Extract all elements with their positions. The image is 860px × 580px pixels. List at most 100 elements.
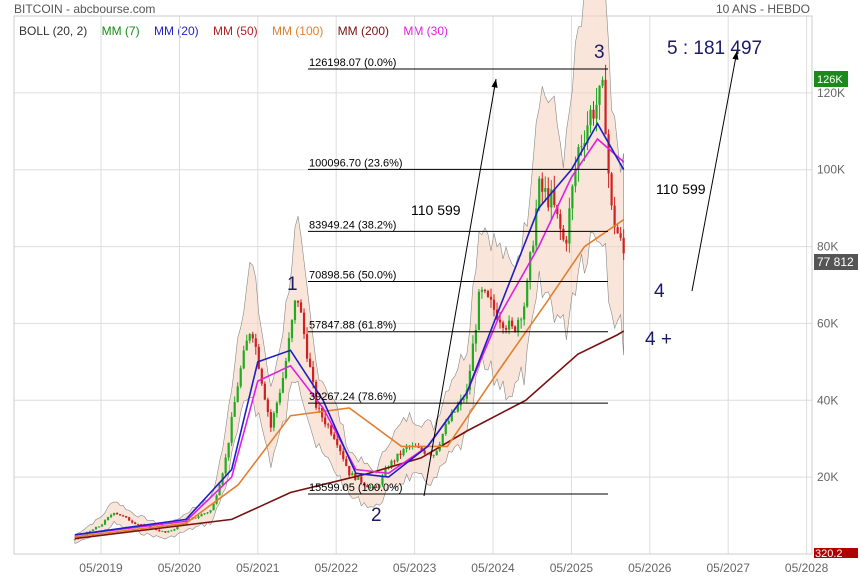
candle-body (562, 228, 565, 240)
candle-body (158, 530, 161, 532)
high-price-text: 126K (817, 74, 843, 86)
y-axis: 20K 40K 60K 80K 100K 120K (817, 86, 845, 484)
candle-body (456, 405, 459, 412)
candle-body (269, 412, 272, 428)
candle-body (348, 465, 351, 476)
y-tick-label: 40K (817, 393, 838, 407)
high-price-tag (814, 71, 848, 87)
candle-body (556, 205, 559, 215)
candle-body (212, 503, 215, 511)
candle-body (565, 239, 568, 244)
candle-body (266, 399, 269, 413)
candle-body (290, 320, 294, 339)
candle-body (227, 442, 230, 458)
fib-label: 126198.07 (0.0%) (309, 57, 396, 69)
legend-mm20[interactable]: MM (20) (153, 24, 199, 38)
x-tick-label: 05/2020 (158, 561, 202, 575)
candle-body (321, 407, 324, 418)
last-price-tag (814, 254, 858, 270)
candle-body (230, 416, 233, 443)
candle-body (254, 338, 257, 347)
candle-body (245, 340, 248, 351)
candle-body (507, 320, 511, 330)
candle-body (88, 530, 92, 533)
candle-body (619, 233, 622, 238)
x-tick-label: 05/2022 (315, 561, 359, 575)
candle-body (471, 343, 474, 371)
candle-body (598, 85, 601, 105)
candle-body (360, 476, 363, 483)
y-tick-label: 80K (817, 240, 838, 254)
candle-body (477, 291, 481, 330)
candle-body (601, 79, 604, 86)
candle-body (339, 445, 342, 452)
fib-label: 39267.24 (78.6%) (309, 391, 396, 403)
candle-body (128, 517, 131, 521)
candle-body (284, 361, 288, 379)
candle-body (450, 412, 453, 421)
candle-body (275, 402, 278, 414)
candle-body (287, 338, 291, 362)
candle-body (351, 473, 354, 476)
candle-body (248, 334, 251, 341)
candle-body (363, 482, 366, 486)
candle-body (131, 520, 134, 523)
candle-body (194, 517, 197, 519)
wave-1-label: 1 (287, 274, 298, 295)
candle-body (103, 520, 107, 525)
legend-boll[interactable]: BOLL (20, 2) (19, 24, 88, 38)
candle-body (369, 486, 372, 488)
candle-body (170, 530, 173, 532)
candle-body (375, 487, 378, 489)
candle-body (357, 476, 360, 480)
bottom-price-tag (814, 548, 858, 558)
x-tick-label: 05/2021 (236, 561, 280, 575)
candle-body (278, 392, 282, 403)
legend-mm100[interactable]: MM (100) (271, 24, 324, 38)
candle-body (209, 510, 212, 513)
candle-body (378, 484, 381, 488)
candle-body (242, 350, 245, 369)
legend-mm7[interactable]: MM (7) (101, 24, 140, 38)
candle-body (233, 402, 236, 417)
candle-body (568, 208, 571, 244)
candle-body (176, 526, 179, 530)
x-axis: 05/2019 05/2020 05/2021 05/2022 05/2023 05/20… (79, 561, 828, 575)
candle-body (167, 531, 170, 533)
candle-body (345, 459, 348, 466)
candle-body (251, 334, 254, 339)
legend-mm50[interactable]: MM (50) (212, 24, 258, 38)
candle-body (318, 407, 321, 409)
candle-body (483, 289, 487, 292)
candle-body (514, 326, 517, 332)
candle-body (592, 109, 595, 119)
candles (73, 64, 625, 541)
candle-body (390, 460, 393, 468)
candle-body (112, 512, 116, 516)
candle-body (97, 526, 101, 528)
candle-body (79, 536, 82, 538)
candle-body (571, 186, 574, 209)
candle-body (526, 280, 529, 307)
candle-body (538, 178, 541, 209)
chart-grid (14, 16, 812, 554)
candle-body (574, 168, 577, 187)
legend-mm200[interactable]: MM (200) (337, 24, 390, 38)
candle-body (333, 434, 336, 439)
candle-body (465, 389, 468, 399)
candle-body (224, 457, 227, 474)
x-tick-label: 05/2028 (785, 561, 829, 575)
candle-body (109, 515, 113, 518)
candle-body (260, 368, 263, 384)
candle-body (444, 423, 447, 434)
y-tick-label: 60K (817, 316, 838, 330)
candle-body (299, 302, 303, 313)
fib-label: 70898.56 (50.0%) (309, 270, 396, 282)
candle-body (607, 134, 610, 174)
candle-body (510, 320, 514, 327)
candle-body (311, 366, 315, 382)
candle-body (296, 300, 300, 303)
candle-body (197, 516, 200, 518)
fib-label: 100096.70 (23.6%) (309, 157, 403, 169)
